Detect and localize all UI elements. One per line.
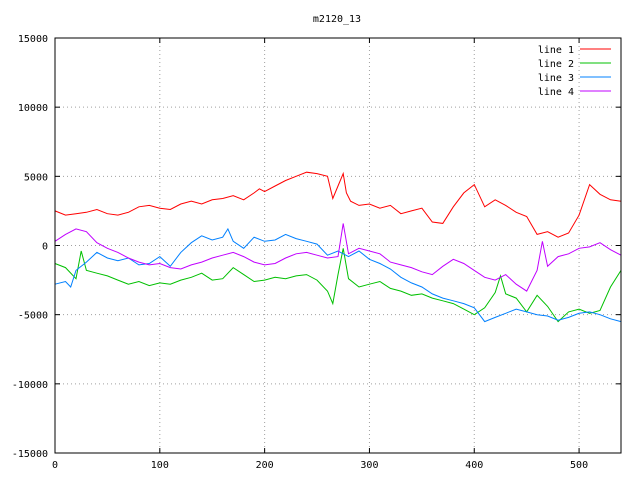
legend: line 1 line 2 line 3 line 4: [538, 45, 611, 98]
legend-label-line-3: line 3: [538, 73, 574, 84]
series-line-2-line: [54, 248, 622, 323]
x-tick-label: 400: [465, 460, 483, 471]
x-tick-label: 0: [52, 460, 58, 471]
x-tick-label: 500: [570, 460, 588, 471]
axis-ticks: -15000 -10000 -5000 0 5000 10000 15000 0 100 200 3…: [12, 34, 621, 471]
y-tick-label: -5000: [18, 311, 48, 322]
series-line-4-line: [54, 223, 622, 292]
x-tick-label: 300: [360, 460, 378, 471]
legend-label-line-1: line 1: [538, 45, 574, 56]
grid-lines: [55, 38, 621, 453]
x-tick-label: 200: [256, 460, 274, 471]
y-tick-label: 0: [42, 242, 48, 253]
y-tick-label: 5000: [24, 172, 48, 183]
chart-title: m2120_13: [313, 14, 361, 25]
y-tick-label: 10000: [18, 103, 48, 114]
series-line-3-line: [54, 227, 622, 323]
legend-label-line-4: line 4: [538, 87, 574, 98]
series-lines: [54, 171, 622, 323]
y-tick-label: -15000: [12, 449, 48, 460]
series-line-1-line: [54, 171, 622, 238]
legend-label-line-2: line 2: [538, 59, 574, 70]
y-tick-label: -10000: [12, 380, 48, 391]
y-tick-label: 15000: [18, 34, 48, 45]
x-tick-label: 100: [151, 460, 169, 471]
